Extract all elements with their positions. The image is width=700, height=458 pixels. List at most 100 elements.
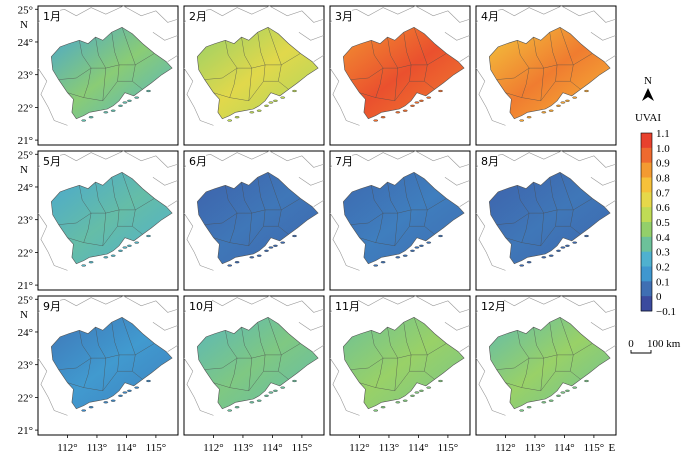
island: [88, 261, 94, 264]
map-panel: 2月: [183, 5, 325, 146]
lat-tick-label: 24°: [18, 182, 33, 194]
colorbar-tick-label: 0.2: [656, 262, 670, 274]
district-boundary: [67, 80, 143, 102]
province-boundary: [475, 67, 506, 126]
district-boundary: [257, 177, 266, 227]
lon-tick-label: 112°: [203, 442, 224, 454]
colorbar-tick-label: 0.3: [656, 247, 670, 259]
island: [556, 249, 561, 252]
district-boundary: [213, 80, 289, 102]
island: [560, 391, 566, 394]
district-boundary: [58, 198, 155, 225]
month-label: 10月: [189, 300, 214, 313]
province-boundary: [298, 321, 325, 331]
map-panel: 7月: [329, 150, 471, 291]
island: [395, 256, 401, 259]
colorbar-segment: [641, 147, 652, 164]
island: [256, 109, 262, 112]
uvai-region: [196, 26, 319, 120]
colorbar-segment: [641, 133, 652, 149]
month-label: 3月: [335, 10, 353, 23]
island: [395, 111, 401, 114]
island: [438, 234, 443, 238]
island: [541, 401, 547, 404]
district-boundary: [505, 80, 581, 102]
uvai-region: [488, 26, 611, 120]
month-label-bg: [186, 153, 206, 168]
province-boundary: [298, 176, 325, 186]
district-boundary: [257, 32, 266, 82]
scale-bar: [630, 350, 652, 354]
island: [438, 89, 443, 93]
lat-tick-label: 22°: [18, 102, 33, 114]
province-boundary: [415, 150, 471, 168]
province-boundary: [444, 321, 471, 331]
district-boundary: [413, 27, 428, 82]
island: [584, 234, 589, 238]
colorbar-segment: [641, 236, 652, 253]
month-label: 6月: [189, 155, 207, 168]
north-arrow-icon: [642, 88, 654, 101]
district-boundary: [505, 225, 581, 247]
uvai-region: [488, 171, 611, 265]
island: [264, 104, 269, 107]
lat-tick-label: 23°: [18, 70, 33, 82]
colorbar-tick-label: 0.5: [656, 217, 670, 229]
map-panels: 1月 2月 3月 4月 5月 6月 7月 8月 9月 10月 11月 12月: [37, 5, 617, 436]
colorbar-segment: [641, 207, 652, 223]
district-boundary: [350, 343, 447, 370]
district-boundary: [559, 317, 574, 372]
island: [402, 109, 408, 112]
district-boundary: [111, 322, 120, 372]
island: [380, 406, 386, 409]
island: [249, 401, 255, 404]
district-boundary: [496, 198, 593, 225]
province-boundary: [37, 357, 68, 416]
island: [414, 246, 420, 249]
map-panel: 12月: [475, 295, 617, 436]
island: [292, 89, 297, 93]
lat-tick-label: 25°: [18, 294, 33, 306]
island: [264, 394, 269, 397]
province-boundary: [329, 67, 360, 126]
district-boundary: [350, 198, 447, 225]
island: [419, 99, 424, 102]
island: [110, 254, 116, 257]
province-boundary: [313, 54, 325, 62]
island: [103, 401, 109, 404]
district-boundary: [58, 343, 155, 370]
province-boundary: [459, 344, 471, 352]
island: [373, 409, 379, 412]
island: [426, 386, 432, 389]
lat-tick-label: 21°: [18, 135, 33, 147]
district-boundary: [413, 317, 428, 372]
lon-tick-label: 115°: [146, 442, 167, 454]
island: [268, 101, 274, 104]
colorbar-segment: [641, 266, 652, 282]
district-boundary: [496, 53, 593, 80]
island: [249, 256, 255, 259]
province-boundary: [475, 357, 506, 416]
province-boundary: [123, 5, 179, 23]
district-boundary: [213, 370, 289, 392]
uvai-legend: N UVAI 1.1 1.0 0.9 0.8 0.7 0.6 0.5 0.4 0.3 0.2 0.1 0 −…: [628, 75, 681, 354]
province-boundary: [590, 31, 617, 41]
uvai-region: [342, 171, 465, 265]
island: [410, 249, 415, 252]
lat-tick-label: 23°: [18, 360, 33, 372]
lon-tick-label: 112°: [495, 442, 516, 454]
island: [572, 386, 578, 389]
province-boundary: [459, 199, 471, 207]
lat-tick-label: 24°: [18, 327, 33, 339]
island: [227, 409, 233, 412]
island: [292, 234, 297, 238]
district-boundary: [559, 172, 574, 227]
island: [410, 104, 415, 107]
island: [402, 254, 408, 257]
colorbar-tick-label: 1.1: [656, 128, 670, 140]
colorbar-segment: [641, 162, 652, 178]
colorbar-tick-label: 0.4: [656, 232, 670, 244]
district-boundary: [58, 53, 155, 80]
month-label-bg: [332, 298, 358, 313]
island: [118, 104, 123, 107]
